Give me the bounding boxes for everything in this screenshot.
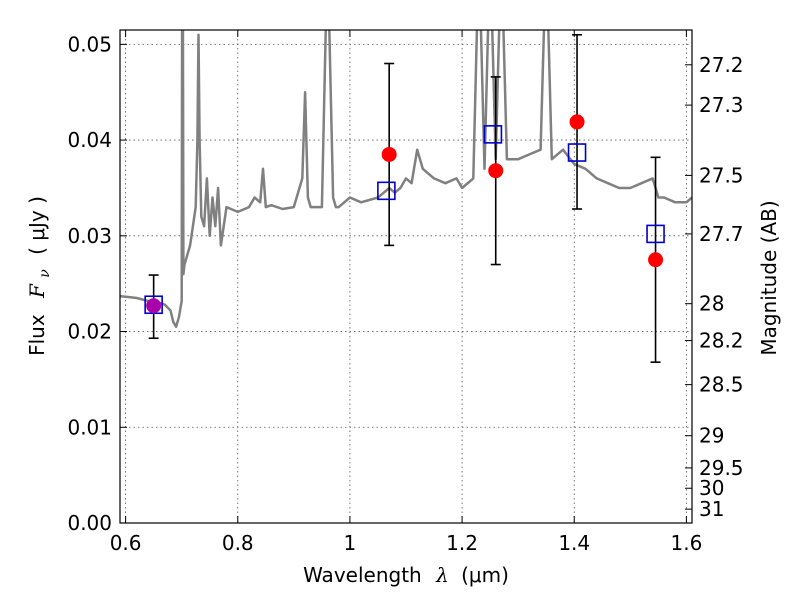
model-band-marker bbox=[567, 143, 587, 162]
model-band-marker bbox=[144, 295, 163, 315]
y2-axis-label: Magnitude (AB) bbox=[757, 200, 781, 355]
y-tick-label: 0.05 bbox=[67, 32, 112, 56]
x-tick-label: 1.2 bbox=[446, 531, 478, 555]
model-spectrum-line bbox=[120, 30, 692, 329]
observed-point bbox=[146, 298, 162, 314]
y2-tick-label: 31 bbox=[699, 497, 724, 521]
observed-point bbox=[569, 114, 585, 130]
series-layer bbox=[120, 30, 692, 363]
y2-tick-label: 28.5 bbox=[699, 373, 744, 397]
y-axis-label-prefix: Flux bbox=[25, 314, 49, 356]
y2-tick-label: 27.5 bbox=[699, 163, 744, 187]
x-axis-label-unit: (μm) bbox=[461, 563, 509, 587]
grid-lines bbox=[120, 30, 692, 523]
y2-tick-label: 30 bbox=[699, 476, 724, 500]
y-axis-label-f: F bbox=[25, 283, 49, 299]
y-tick-label: 0.03 bbox=[67, 224, 112, 248]
x-tick-label: 1.6 bbox=[670, 531, 702, 555]
y2-tick-label: 27.2 bbox=[699, 53, 744, 77]
x-axis-label: Wavelength λ (μm) bbox=[303, 563, 509, 587]
y-tick-label: 0.00 bbox=[67, 511, 112, 535]
x-tick-label: 1 bbox=[344, 531, 357, 555]
y2-tick-label: 28.2 bbox=[699, 329, 744, 353]
y2-tick-label: 29 bbox=[699, 424, 724, 448]
y2-tick-label: 27.3 bbox=[699, 93, 744, 117]
x-axis-label-lambda: λ bbox=[435, 563, 449, 587]
y-axis-label-sub: ν bbox=[37, 269, 53, 278]
y2-tick-label: 29.5 bbox=[699, 456, 744, 480]
y-axis-label-unit: ( μJy ) bbox=[25, 196, 49, 255]
y-axis-label: Flux F ν ( μJy ) bbox=[25, 196, 54, 356]
y2-tick-label: 27.7 bbox=[699, 222, 744, 246]
model-band-marker bbox=[377, 181, 396, 201]
y2-tick-label: 28 bbox=[699, 292, 724, 316]
x-tick-label: 0.6 bbox=[110, 531, 142, 555]
x-axis: 0.6 0.8 1 1.2 1.4 1.6 bbox=[110, 30, 702, 555]
x-tick-label: 1.4 bbox=[558, 531, 590, 555]
model-band-marker bbox=[646, 224, 665, 244]
y-tick-label: 0.01 bbox=[67, 415, 112, 439]
y-axis-left: 0.00 0.01 0.02 0.03 0.04 0.05 bbox=[67, 32, 127, 535]
y-tick-label: 0.02 bbox=[67, 320, 112, 344]
plot-frame bbox=[119, 29, 693, 524]
y-tick-label: 0.04 bbox=[67, 128, 112, 152]
model-band-marker bbox=[483, 125, 503, 144]
x-tick-label: 0.8 bbox=[222, 531, 254, 555]
observed-point bbox=[648, 252, 664, 268]
x-axis-label-prefix: Wavelength bbox=[303, 563, 422, 587]
observed-point bbox=[488, 163, 504, 179]
observed-point bbox=[381, 146, 397, 162]
plot-background bbox=[120, 30, 692, 523]
